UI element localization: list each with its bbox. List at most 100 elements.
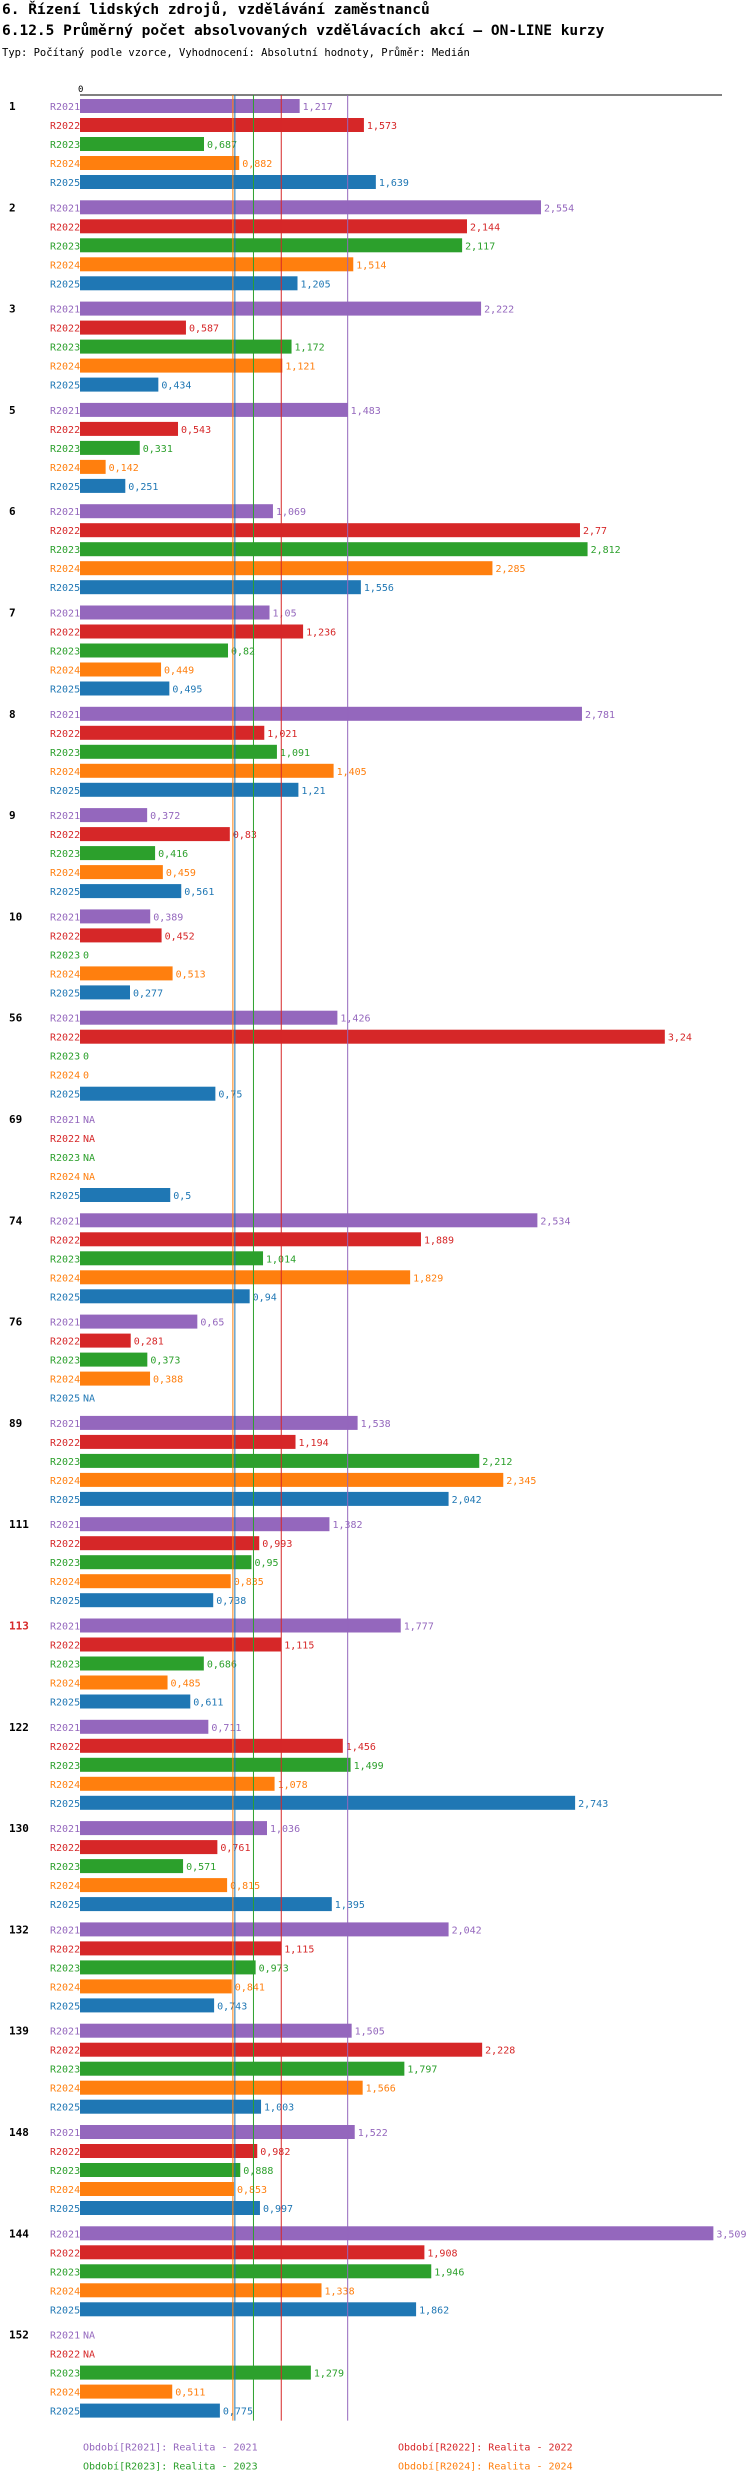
series-label: R2024 bbox=[50, 868, 80, 879]
bar bbox=[80, 99, 300, 113]
bar bbox=[80, 1574, 231, 1589]
group-label: 5 bbox=[9, 404, 16, 417]
series-label: R2022 bbox=[50, 1641, 80, 1652]
data-label: 0,65 bbox=[200, 1318, 224, 1329]
series-label: R2025 bbox=[50, 1596, 80, 1607]
series-label: R2022 bbox=[50, 1235, 80, 1246]
data-label: 1,036 bbox=[270, 1824, 300, 1835]
bar bbox=[80, 2384, 173, 2399]
data-label: 0,142 bbox=[109, 463, 139, 474]
series-label: R2025 bbox=[50, 583, 80, 594]
data-label: 2,812 bbox=[591, 545, 621, 556]
bar bbox=[80, 137, 205, 151]
bar bbox=[80, 2245, 425, 2260]
data-label: NA bbox=[83, 1115, 95, 1126]
group-label: 9 bbox=[9, 809, 16, 822]
series-label: R2024 bbox=[50, 1577, 80, 1588]
bar bbox=[80, 2099, 262, 2114]
group-label: 122 bbox=[9, 1721, 29, 1734]
series-label: R2023 bbox=[50, 2065, 80, 2076]
bar bbox=[80, 1757, 351, 1772]
bar bbox=[80, 402, 348, 417]
series-label: R2025 bbox=[50, 1900, 80, 1911]
group-label: 148 bbox=[9, 2126, 29, 2139]
series-label: R2023 bbox=[50, 2369, 80, 2380]
series-label: R2021 bbox=[50, 2229, 80, 2240]
bar bbox=[80, 782, 299, 797]
bar bbox=[80, 985, 130, 1000]
bar bbox=[80, 865, 163, 880]
bar bbox=[80, 156, 240, 170]
bar bbox=[80, 561, 493, 576]
series-label: R2021 bbox=[50, 305, 80, 316]
bar bbox=[80, 2403, 220, 2418]
series-label: R2022 bbox=[50, 1539, 80, 1550]
bar bbox=[80, 808, 148, 823]
data-label: 1,639 bbox=[379, 178, 409, 189]
series-label: R2025 bbox=[50, 1090, 80, 1101]
bar bbox=[80, 1738, 343, 1753]
data-label: 1,078 bbox=[278, 1780, 308, 1791]
series-label: R2024 bbox=[50, 1273, 80, 1284]
bar bbox=[80, 339, 292, 354]
data-label: 1,194 bbox=[299, 1438, 329, 1449]
bar bbox=[80, 681, 170, 696]
bar bbox=[80, 1352, 148, 1367]
bar bbox=[80, 276, 298, 291]
data-label: 1,556 bbox=[364, 583, 394, 594]
series-label: R2024 bbox=[50, 969, 80, 980]
legend-entry: Období[R2022]: Realita - 2022 bbox=[398, 2442, 573, 2454]
data-label: 0,251 bbox=[128, 482, 158, 493]
bar bbox=[80, 1998, 215, 2013]
bar bbox=[80, 605, 270, 620]
series-label: R2021 bbox=[50, 507, 80, 518]
series-label: R2025 bbox=[50, 685, 80, 696]
bar bbox=[80, 1897, 332, 1912]
chart-info: Typ: Počítaný podle vzorce, Vyhodnocení:… bbox=[2, 47, 470, 59]
data-label: 2,781 bbox=[585, 710, 615, 721]
data-label: 2,212 bbox=[482, 1457, 512, 1468]
series-label: R2024 bbox=[50, 159, 80, 170]
series-label: R2021 bbox=[50, 1520, 80, 1531]
data-label: 1,505 bbox=[355, 2027, 385, 2038]
series-label: R2025 bbox=[50, 1191, 80, 1202]
bar bbox=[80, 118, 364, 132]
series-label: R2022 bbox=[50, 222, 80, 233]
data-label: 1,522 bbox=[358, 2128, 388, 2139]
bar bbox=[80, 440, 140, 455]
data-label: 1,829 bbox=[413, 1273, 443, 1284]
bar bbox=[80, 1333, 131, 1348]
bar bbox=[80, 1555, 252, 1570]
page-title: 6. Řízení lidských zdrojů, vzdělávání za… bbox=[2, 2, 430, 18]
bar bbox=[80, 377, 159, 392]
bar bbox=[80, 2302, 417, 2317]
data-label: 1,797 bbox=[407, 2065, 437, 2076]
bar bbox=[80, 1491, 449, 1506]
bar bbox=[80, 928, 162, 943]
data-label: 0,83 bbox=[233, 830, 257, 841]
data-label: 1,091 bbox=[280, 748, 310, 759]
legend-entry: Období[R2021]: Realita - 2021 bbox=[83, 2442, 258, 2454]
data-label: 1,205 bbox=[301, 279, 331, 290]
data-label: 2,77 bbox=[583, 526, 607, 537]
bar bbox=[80, 1289, 250, 1304]
bar bbox=[80, 966, 173, 981]
series-label: R2023 bbox=[50, 1761, 80, 1772]
data-label: 0,434 bbox=[161, 381, 191, 392]
bar bbox=[80, 763, 334, 778]
series-label: R2023 bbox=[50, 343, 80, 354]
data-label: 1,021 bbox=[267, 729, 297, 740]
bar bbox=[80, 2061, 405, 2076]
data-label: 1,456 bbox=[346, 1742, 376, 1753]
bar bbox=[80, 1536, 260, 1551]
series-label: R2021 bbox=[50, 1925, 80, 1936]
data-label: 0 bbox=[83, 1071, 89, 1082]
series-label: R2021 bbox=[50, 1419, 80, 1430]
data-label: 1,908 bbox=[427, 2248, 457, 2259]
series-label: R2025 bbox=[50, 988, 80, 999]
data-label: 2,285 bbox=[495, 564, 525, 575]
bar bbox=[80, 2144, 258, 2158]
data-label: 1,499 bbox=[354, 1761, 384, 1772]
series-label: R2023 bbox=[50, 748, 80, 759]
data-label: 0,611 bbox=[193, 1698, 223, 1709]
